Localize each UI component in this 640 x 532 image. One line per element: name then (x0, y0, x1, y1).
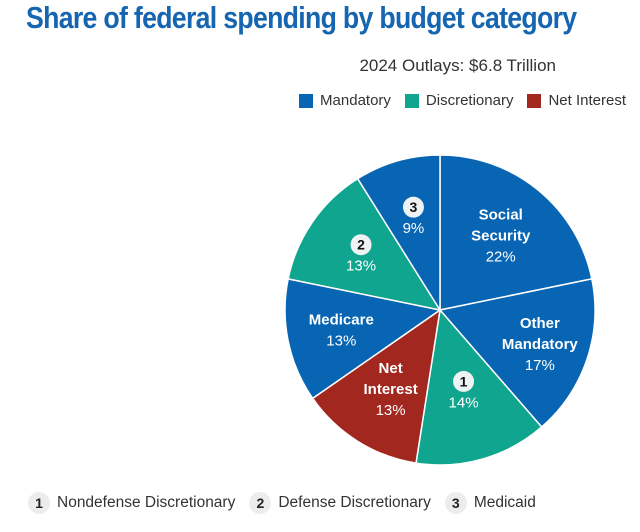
slice-percent-label: 9% (403, 220, 425, 237)
slice-badge (453, 370, 475, 392)
slice-percent-label: 13% (346, 258, 376, 275)
footnote-1: 1 Nondefense Discretionary (28, 492, 235, 514)
footnote-label: Nondefense Discretionary (57, 494, 236, 511)
slice-badge (350, 234, 372, 256)
slice-name-label: Medicare (309, 312, 374, 329)
legend-item-mandatory: Mandatory (299, 92, 391, 109)
legend-label: Discretionary (425, 92, 514, 109)
slice-badge-number: 2 (357, 237, 365, 253)
slice-percent-label: 13% (326, 333, 356, 350)
legend: Mandatory Discretionary Net Interest (299, 92, 626, 109)
slice-name-label: Interest (364, 381, 418, 398)
slice-badge-number: 3 (410, 199, 418, 215)
pie-slice-medicaid (356, 154, 441, 313)
footnote-badge: 1 (28, 492, 50, 514)
footnote-label: Medicaid (473, 494, 536, 511)
footnote-3: 3 Medicaid (444, 492, 536, 514)
legend-swatch-net-interest (527, 93, 542, 108)
slice-name-label: Mandatory (502, 336, 579, 353)
legend-label: Net Interest (548, 92, 626, 109)
footnotes: 1 Nondefense Discretionary 2 Defense Dis… (28, 492, 550, 514)
slice-percent-label: 13% (376, 402, 406, 419)
legend-item-net-interest: Net Interest (527, 92, 626, 109)
slice-name-label: Net (379, 360, 403, 377)
slice-percent-label: 17% (525, 357, 555, 374)
chart-subtitle: 2024 Outlays: $6.8 Trillion (359, 56, 556, 75)
slice-badge-number: 1 (460, 373, 468, 389)
pie-slice-other-mandatory (438, 277, 596, 429)
slice-name-label: Social (479, 207, 523, 224)
pie-slice-nondefense-discretionary (415, 308, 543, 466)
chart-title: Share of federal spending by budget cate… (26, 0, 577, 35)
slice-percent-label: 22% (486, 249, 516, 266)
legend-swatch-discretionary (404, 93, 419, 108)
legend-swatch-mandatory (299, 93, 314, 108)
pie-slice-medicare (284, 277, 442, 400)
footnote-2: 2 Defense Discretionary (249, 492, 431, 514)
pie-slice-net-interest (311, 308, 442, 464)
footnote-badge: 2 (249, 492, 272, 514)
slice-name-label: Other (520, 315, 560, 332)
slice-name-label: Security (471, 228, 531, 245)
slice-percent-label: 14% (449, 394, 479, 411)
legend-item-discretionary: Discretionary (404, 92, 514, 109)
footnote-badge: 3 (444, 492, 467, 514)
legend-label: Mandatory (320, 92, 391, 109)
footnote-label: Defense Discretionary (278, 494, 431, 511)
pie-slice-social-security (439, 154, 593, 311)
slice-badge (402, 196, 424, 218)
